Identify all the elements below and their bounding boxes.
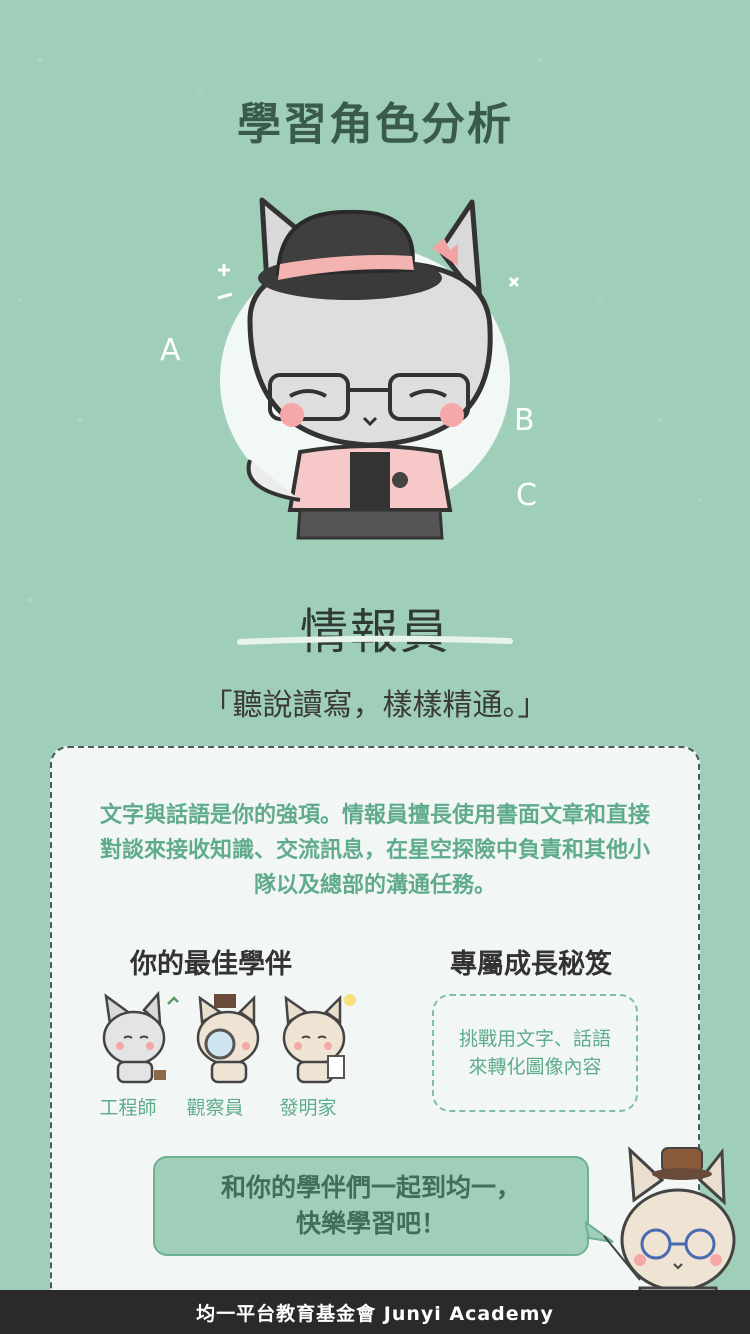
role-quote: 「聽說讀寫，樣樣精通。」 <box>202 688 548 723</box>
intelligence-officer-character: A B C <box>160 197 537 540</box>
secret-tip-line-1: 挑戰用文字、話語 <box>458 1028 611 1050</box>
encouragement-bubble: 和你的學伴們一起到均一， 快樂學習吧！ <box>153 1156 589 1256</box>
secret-tip-box: 挑戰用文字、話語 來轉化圖像內容 <box>432 994 638 1112</box>
secrets-title: 專屬成長秘笈 <box>450 949 612 980</box>
role-name: 情報員 <box>299 604 450 660</box>
role-underline <box>237 635 513 645</box>
bubble-line-2: 快樂學習吧！ <box>295 1209 446 1238</box>
page-title: 學習角色分析 <box>237 99 513 150</box>
partner-label-observer: 觀察員 <box>186 1097 244 1119</box>
inventor-partner-icon <box>282 994 356 1084</box>
secret-tip-line-2: 來轉化圖像內容 <box>468 1056 602 1078</box>
partner-label-engineer: 工程師 <box>99 1097 157 1119</box>
observer-partner-icon <box>196 994 260 1084</box>
letter-a: A <box>160 333 181 368</box>
partner-label-inventor: 發明家 <box>279 1097 337 1119</box>
bubble-line-1: 和你的學伴們一起到均一， <box>220 1173 521 1202</box>
letter-c: C <box>516 478 537 513</box>
letter-b: B <box>514 403 535 438</box>
footer-bar: 均一平台教育基金會 Junyi Academy <box>0 1290 750 1334</box>
engineer-partner-icon <box>102 990 179 1084</box>
role-description: 文字與話語是你的強項。情報員擅長使用書面文章和直接對談來接收知識、交流訊息，在星… <box>99 803 650 898</box>
partners-title: 你的最佳學伴 <box>130 949 292 980</box>
